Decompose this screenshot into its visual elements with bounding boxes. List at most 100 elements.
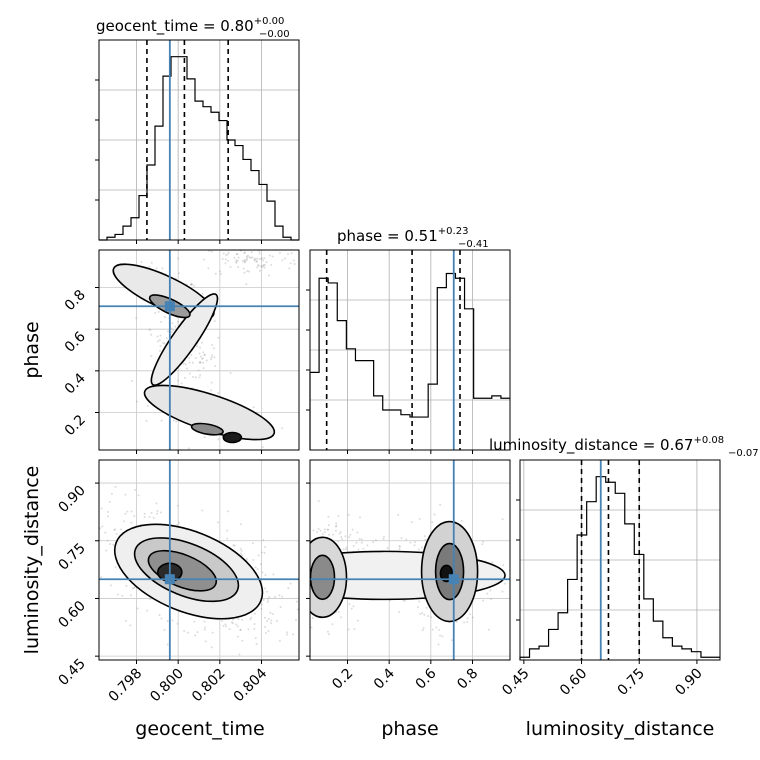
scatter-geocent-time-vs-phase-sample-point [177,257,180,260]
scatter-geocent-time-vs-luminosity-distance-sample-point [226,529,229,532]
scatter-geocent-time-vs-phase-sample-point [229,266,232,269]
scatter-geocent-time-vs-phase-sample-point [217,336,220,339]
scatter-phase-vs-luminosity-distance-sample-point [501,590,504,593]
scatter-geocent-time-vs-luminosity-distance-sample-point [222,624,225,627]
scatter-geocent-time-vs-luminosity-distance-sample-point [231,618,234,621]
scatter-geocent-time-vs-luminosity-distance-sample-point [253,627,256,630]
scatter-geocent-time-vs-luminosity-distance-sample-point [187,631,190,634]
scatter-geocent-time-vs-luminosity-distance-sample-point [203,620,206,623]
scatter-geocent-time-vs-luminosity-distance-sample-point [271,612,274,615]
scatter-phase-vs-luminosity-distance-sample-point [397,513,400,516]
scatter-geocent-time-vs-luminosity-distance-sample-point [247,628,250,631]
scatter-geocent-time-vs-phase-sample-point [203,436,206,439]
scatter-geocent-time-vs-luminosity-distance-sample-point [239,552,242,555]
scatter-phase-vs-luminosity-distance-sample-point [418,600,421,603]
scatter-geocent-time-vs-luminosity-distance-sample-point [266,620,269,623]
scatter-geocent-time-vs-phase-sample-point [219,273,222,276]
scatter-phase-vs-luminosity-distance-sample-point [366,544,369,547]
scatter-geocent-time-vs-phase-sample-point [287,252,290,255]
scatter-geocent-time-vs-phase-sample-point [145,419,148,422]
scatter-phase-vs-luminosity-distance-sample-point [359,516,362,519]
title-phase: phase = 0.51+0.23 [337,226,468,245]
scatter-geocent-time-vs-phase-sample-point [199,373,202,376]
title-geocent-time-prefix: geocent_time = [96,17,220,36]
scatter-geocent-time-vs-phase-sample-point [235,261,238,264]
scatter-phase-vs-luminosity-distance-sample-point [430,616,433,619]
scatter-geocent-time-vs-luminosity-distance-sample-point [264,631,267,634]
scatter-geocent-time-vs-phase-sample-point [255,260,258,263]
scatter-geocent-time-vs-phase-sample-point [150,333,153,336]
scatter-phase-vs-luminosity-distance-sample-point [349,533,352,536]
scatter-geocent-time-vs-phase-sample-point [146,404,149,407]
scatter-geocent-time-vs-phase-sample-point [199,361,202,364]
scatter-geocent-time-vs-luminosity-distance-sample-point [155,502,158,505]
scatter-phase-vs-luminosity-distance-sample-point [482,540,485,543]
scatter-geocent-time-vs-luminosity-distance-sample-point [113,528,116,531]
title-luminosity-distance-plus: +0.08 [693,435,724,446]
scatter-geocent-time-vs-phase-sample-point [278,251,281,254]
scatter-geocent-time-vs-phase-sample-point [243,252,246,255]
scatter-geocent-time-vs-phase-sample-point [160,321,163,324]
scatter-geocent-time-vs-luminosity-distance-sample-point [249,618,252,621]
scatter-phase-vs-luminosity-distance-sample-point [326,528,329,531]
scatter-geocent-time-vs-phase-contour [222,431,243,444]
scatter-geocent-time-vs-luminosity-distance-sample-point [296,608,299,611]
scatter-geocent-time-vs-phase-sample-point [237,266,240,269]
scatter-phase-vs-luminosity-distance-sample-point [425,606,428,609]
scatter-geocent-time-vs-phase-sample-point [213,356,216,359]
scatter-geocent-time-vs-phase-sample-point [167,330,170,333]
scatter-geocent-time-vs-phase-sample-point [140,261,143,264]
scatter-geocent-time-vs-phase-sample-point [233,256,236,259]
scatter-geocent-time-vs-luminosity-distance-sample-point [279,606,282,609]
scatter-geocent-time-vs-phase-sample-point [193,284,196,287]
scatter-phase-vs-luminosity-distance-sample-point [327,633,330,636]
scatter-phase-vs-luminosity-distance-sample-point [410,521,413,524]
scatter-geocent-time-vs-phase-sample-point [214,272,217,275]
scatter-phase-vs-luminosity-distance-sample-point [323,531,326,534]
scatter-phase-vs-luminosity-distance-sample-point [481,543,484,546]
scatter-geocent-time-vs-phase-sample-point [198,352,201,355]
scatter-geocent-time-vs-phase-sample-point [246,258,249,261]
scatter-phase-vs-luminosity-distance-sample-point [328,533,331,536]
scatter-geocent-time-vs-luminosity-distance-sample-point [109,543,112,546]
title-geocent-time: geocent_time = 0.80+0.00 [96,16,284,36]
scatter-phase-vs-luminosity-distance-sample-point [342,548,345,551]
scatter-phase-vs-luminosity-distance-truth-marker [448,574,459,585]
hist-phase-frame [309,249,511,451]
scatter-geocent-time-vs-phase-sample-point [246,254,249,257]
title-phase-plus: +0.23 [438,226,469,237]
scatter-phase-vs-luminosity-distance-sample-point [413,541,416,544]
hist-geocent-time-panel [95,40,299,244]
scatter-geocent-time-vs-phase-sample-point [212,347,215,350]
scatter-phase-vs-luminosity-distance-sample-point [341,538,344,541]
scatter-geocent-time-vs-luminosity-distance-sample-point [123,520,126,523]
scatter-geocent-time-vs-luminosity-distance-sample-point [253,612,256,615]
scatter-geocent-time-vs-luminosity-distance-sample-point [254,566,257,569]
scatter-geocent-time-vs-luminosity-distance-sample-point [274,596,277,599]
scatter-geocent-time-vs-phase-sample-point [236,259,239,262]
scatter-geocent-time-vs-phase-sample-point [184,363,187,366]
scatter-geocent-time-vs-phase-sample-point [199,360,202,363]
scatter-geocent-time-vs-luminosity-distance-sample-point [236,625,239,628]
scatter-geocent-time-vs-phase-sample-point [160,419,163,422]
scatter-geocent-time-vs-phase-sample-point [260,257,263,260]
ylabel-luminosity-distance: luminosity_distance [21,466,43,655]
scatter-geocent-time-vs-luminosity-distance-sample-point [114,485,117,488]
scatter-phase-vs-luminosity-distance-sample-point [345,546,348,549]
scatter-geocent-time-vs-phase-sample-point [162,341,165,344]
scatter-geocent-time-vs-luminosity-distance-sample-point [251,542,254,545]
scatter-geocent-time-vs-luminosity-distance-sample-point [239,628,242,631]
scatter-geocent-time-vs-phase-sample-point [172,419,175,422]
scatter-geocent-time-vs-luminosity-distance-sample-point [270,619,273,622]
scatter-geocent-time-vs-phase-sample-point [256,266,259,269]
scatter-phase-vs-luminosity-distance-sample-point [438,628,441,631]
scatter-geocent-time-vs-luminosity-distance-sample-point [101,525,104,528]
scatter-phase-vs-luminosity-distance-sample-point [331,533,334,536]
scatter-geocent-time-vs-luminosity-distance-sample-point [287,587,290,590]
scatter-geocent-time-vs-luminosity-distance-sample-point [238,653,241,656]
scatter-geocent-time-vs-phase-contour [150,293,219,386]
scatter-geocent-time-vs-luminosity-distance-sample-point [295,618,298,621]
scatter-geocent-time-vs-phase-sample-point [163,342,166,345]
scatter-geocent-time-vs-phase-sample-point [252,406,255,409]
